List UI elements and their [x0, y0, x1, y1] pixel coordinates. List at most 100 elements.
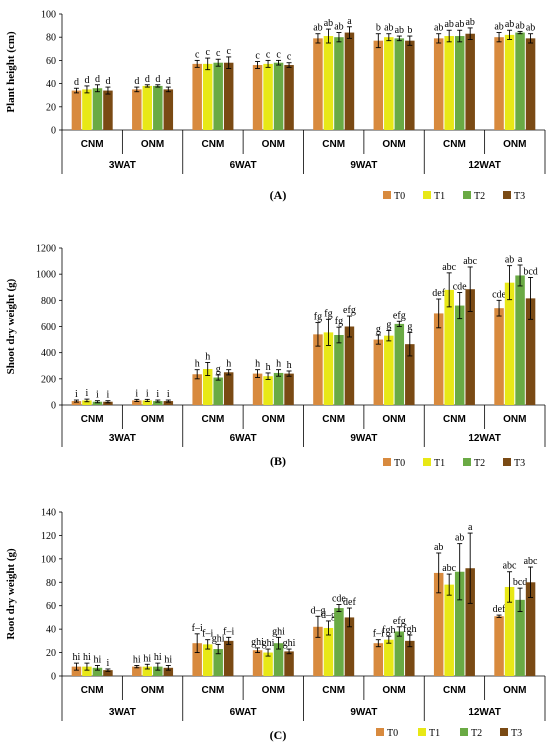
y-tick-label: 80	[46, 33, 56, 44]
significance-letter: ghi	[251, 637, 264, 648]
x-group-label: ONM	[382, 139, 405, 150]
x-group-label: ONM	[262, 685, 285, 696]
panel-label: (C)	[270, 728, 287, 742]
legend-label-T1: T1	[434, 191, 445, 202]
bar-T1	[384, 335, 394, 405]
legend-swatch-T1	[423, 458, 431, 466]
bar-T3	[465, 289, 475, 405]
y-tick-label: 40	[46, 79, 56, 90]
significance-letter: ab	[313, 23, 322, 34]
y-tick-label: 60	[46, 601, 56, 612]
significance-letter: c	[255, 51, 260, 62]
significance-letter: d	[105, 76, 110, 87]
bar-T3	[284, 651, 294, 676]
significance-letter: def	[432, 288, 445, 299]
significance-letter: bcd	[513, 577, 527, 588]
significance-letter: d	[134, 76, 139, 87]
y-axis-title: Plant height (cm)	[5, 31, 17, 113]
bar-T0	[132, 400, 142, 405]
significance-letter: ab	[324, 18, 333, 29]
significance-letter: c	[287, 52, 292, 63]
bar-T3	[465, 568, 475, 676]
significance-letter: i	[135, 388, 138, 399]
x-group-label: CNM	[81, 414, 104, 425]
bar-T1	[263, 376, 273, 405]
significance-letter: ghi	[262, 638, 275, 649]
significance-letter: def	[493, 604, 506, 615]
significance-letter: ab	[395, 25, 404, 36]
significance-letter: h	[255, 359, 260, 370]
bar-T1	[202, 369, 213, 405]
bar-T1	[82, 666, 92, 676]
bar-T3	[405, 40, 415, 130]
significance-letter: h	[205, 351, 210, 362]
bar-T1	[384, 639, 394, 676]
bar-T2	[454, 571, 465, 676]
bar-T1	[263, 63, 273, 130]
legend-swatch-T2	[463, 191, 471, 199]
bar-T0	[494, 308, 504, 405]
significance-letter: i	[167, 389, 170, 400]
chart-panel-2: 0 200 400 600 800 1000 1200 Shoot dry weight (g…	[5, 244, 546, 469]
significance-letter: d	[84, 75, 89, 86]
significance-letter: hi	[94, 654, 102, 665]
significance-letter: f–i	[202, 629, 213, 640]
bar-T2	[92, 667, 103, 676]
significance-letter: ab	[384, 23, 393, 34]
significance-letter: a	[468, 522, 473, 533]
bar-T1	[444, 36, 454, 130]
significance-letter: i	[86, 388, 89, 399]
panel-label: (A)	[270, 188, 287, 202]
bar-T1	[323, 627, 334, 676]
x-timepoint-label: 3WAT	[109, 433, 136, 444]
x-group-label: CNM	[443, 139, 466, 150]
significance-letter: ab	[515, 20, 524, 31]
bar-T0	[433, 313, 444, 405]
bar-T2	[213, 62, 223, 130]
bar-T0	[373, 339, 384, 405]
bar-T3	[344, 32, 355, 131]
bar-T1	[504, 34, 515, 130]
y-tick-label: 20	[46, 102, 56, 113]
significance-letter: abc	[463, 256, 477, 267]
x-group-label: ONM	[262, 414, 285, 425]
significance-letter: g	[386, 319, 391, 330]
bar-T0	[252, 373, 263, 405]
significance-letter: cde	[332, 594, 346, 605]
significance-letter: d	[145, 74, 150, 85]
bar-T3	[405, 640, 415, 676]
significance-letter: hi	[73, 652, 81, 663]
significance-letter: b	[376, 23, 381, 34]
significance-letter: hi	[83, 652, 91, 663]
x-group-label: CNM	[81, 685, 104, 696]
bar-T1	[504, 282, 515, 405]
x-group-label: CNM	[443, 685, 466, 696]
bar-T3	[223, 640, 234, 676]
legend-swatch-T0	[383, 191, 391, 199]
legend: T0 T1 T2 T3	[376, 728, 522, 739]
significance-letter: fgh	[403, 624, 416, 635]
legend-label-T0: T0	[394, 191, 405, 202]
bar-T0	[373, 643, 384, 676]
bar-T1	[444, 584, 454, 676]
y-tick-label: 40	[46, 625, 56, 636]
significance-letter: ab	[505, 19, 514, 30]
bar-T2	[515, 275, 525, 405]
significance-letter: g	[376, 324, 381, 335]
bar-T3	[163, 401, 174, 405]
bar-T2	[454, 36, 465, 130]
significance-letter: a	[347, 16, 352, 27]
bar-T0	[132, 89, 142, 130]
bar-T1	[82, 400, 92, 405]
y-axis-title: Root dry weight (g)	[5, 548, 17, 640]
y-tick-label: 100	[41, 554, 56, 565]
significance-letter: h	[287, 360, 292, 371]
x-group-label: CNM	[81, 139, 104, 150]
significance-letter: d	[95, 74, 100, 85]
significance-letter: d	[74, 77, 79, 88]
significance-letter: h	[226, 359, 231, 370]
bar-T1	[202, 63, 213, 130]
significance-letter: c	[266, 49, 271, 60]
legend-label-T0: T0	[394, 458, 405, 469]
